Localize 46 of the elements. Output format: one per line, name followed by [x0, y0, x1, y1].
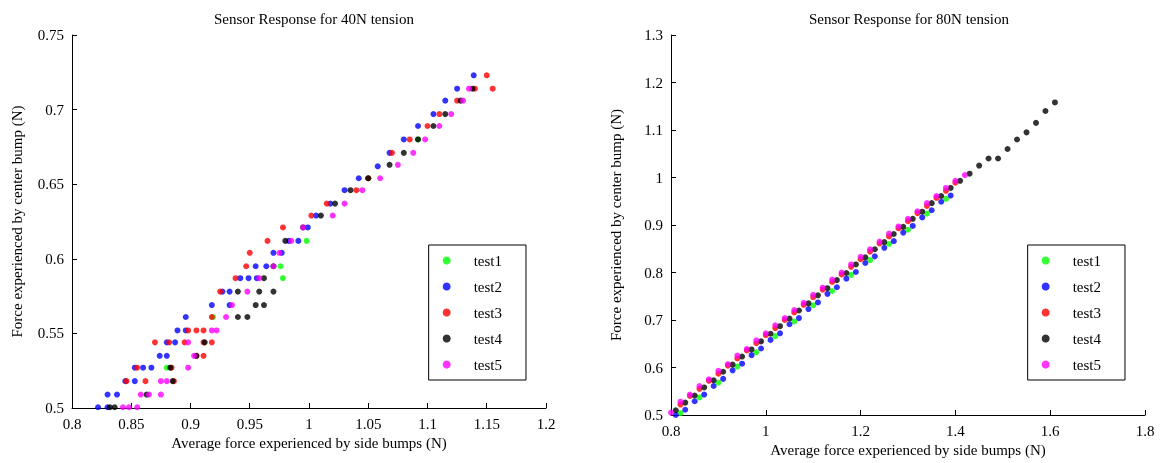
legend-label: test1: [473, 252, 503, 269]
legend-label: test5: [1072, 356, 1102, 373]
legend-label: test3: [473, 304, 503, 321]
y-tick-label: 0.5: [45, 400, 64, 416]
x-tick-label: 1.05: [355, 415, 382, 432]
y-axis-title: Force experienced by center bump (N): [8, 105, 26, 338]
legend-label: test2: [1072, 278, 1102, 295]
y-tick-label: 0.75: [37, 27, 64, 43]
y-tick-label: 0.5: [644, 407, 663, 423]
legend-label: test4: [473, 330, 503, 347]
x-tick-label: 0.8: [661, 422, 681, 439]
y-tick-label: 1: [655, 169, 663, 186]
y-tick-label: 0.7: [644, 312, 664, 328]
y-tick-label: 0.8: [644, 264, 663, 281]
x-tick-label: 1: [305, 415, 313, 432]
legend-label: test5: [473, 356, 503, 373]
x-tick-label: 0.8: [62, 415, 82, 432]
y-tick-label: 0.6: [644, 359, 664, 376]
legend-label: test3: [1072, 304, 1102, 321]
x-tick-label: 1.4: [946, 422, 966, 439]
legend-label: test1: [1072, 252, 1102, 269]
y-tick-label: 0.9: [644, 217, 663, 233]
x-tick-label: 1.15: [473, 415, 500, 432]
y-tick-label: 0.55: [37, 325, 64, 342]
y-axis-title: Force experienced by center bump (N): [607, 109, 625, 341]
x-tick-label: 1.6: [1040, 422, 1061, 439]
chart-title: Sensor Response for 80N tension: [809, 10, 1010, 27]
legend-label: test4: [1072, 330, 1102, 347]
y-tick-label: 0.65: [37, 176, 64, 193]
x-axis-title: Average force experienced by side bumps (N): [770, 442, 1046, 460]
y-tick-label: 0.6: [45, 250, 65, 267]
x-tick-label: 1: [762, 422, 770, 439]
x-tick-label: 1.2: [851, 422, 870, 439]
chart-title: Sensor Response for 40N tension: [214, 10, 415, 27]
y-tick-label: 1.3: [644, 27, 663, 43]
x-tick-label: 1.2: [536, 415, 556, 432]
y-tick-label: 1.2: [644, 74, 663, 91]
x-tick-label: 0.9: [181, 415, 200, 432]
x-tick-label: 0.95: [236, 415, 263, 432]
x-tick-label: 0.85: [118, 415, 145, 432]
x-tick-label: 1.1: [418, 415, 437, 432]
x-axis-title: Average force experienced by side bumps (N): [171, 435, 447, 453]
y-tick-label: 0.7: [45, 101, 65, 118]
y-tick-label: 1.1: [644, 122, 663, 138]
x-tick-label: 1.8: [1135, 422, 1155, 439]
legend-label: test2: [473, 278, 503, 295]
